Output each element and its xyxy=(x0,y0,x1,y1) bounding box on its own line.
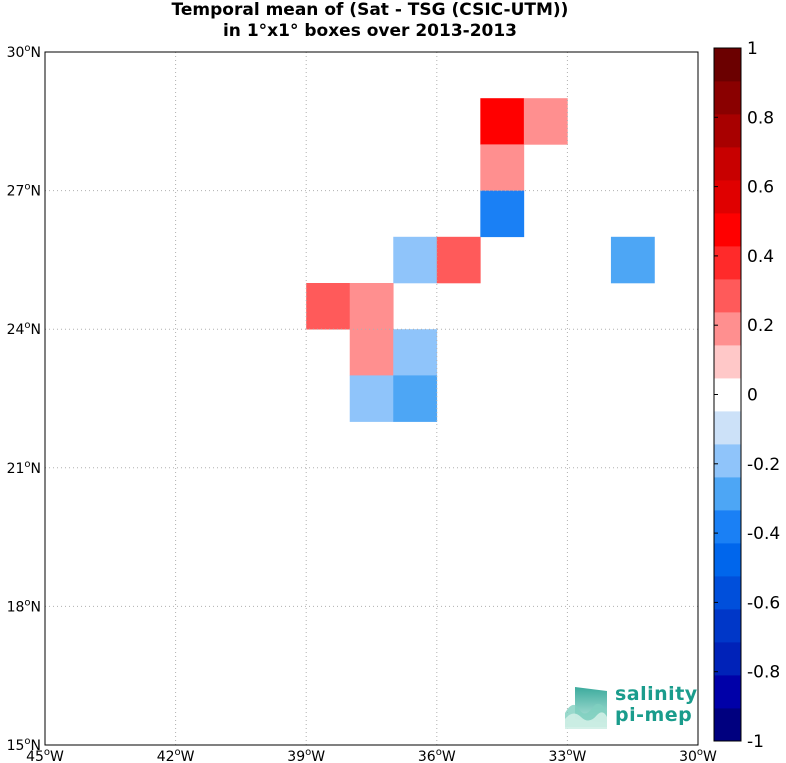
lat-tick-label: 18oN xyxy=(7,597,41,615)
lat-tick-label: 15oN xyxy=(7,736,41,754)
colorbar-tick-label: -0.4 xyxy=(747,524,780,544)
heatmap-cell xyxy=(523,98,568,145)
colorbar-segment xyxy=(714,576,741,610)
colorbar-tick-label: -0.8 xyxy=(747,663,780,683)
logo-text-pi-mep: pi-mep xyxy=(615,704,693,726)
logo-text-salinity: salinity xyxy=(615,683,698,705)
colorbar-segment xyxy=(714,675,741,709)
colorbar-segment xyxy=(714,114,741,148)
heatmap-cell xyxy=(349,375,394,422)
lon-tick-label: 39oW xyxy=(287,747,325,763)
colorbar-segment xyxy=(714,81,741,115)
lon-tick-label: 42oW xyxy=(157,747,195,763)
lon-tick-label: 45oW xyxy=(26,747,64,763)
colorbar-tick-label: 0.2 xyxy=(747,316,774,336)
colorbar-segment xyxy=(714,180,741,214)
colorbar-segment xyxy=(714,312,741,346)
colorbar-tick-label: 1 xyxy=(747,39,758,59)
lon-tick-label: 33oW xyxy=(549,747,587,763)
colorbar-segment xyxy=(714,411,741,445)
wave-logo-icon xyxy=(565,687,607,729)
colorbar-tick-label: -0.2 xyxy=(747,455,780,475)
lat-tick-label: 21oN xyxy=(7,459,41,477)
colorbar-segment xyxy=(714,477,741,511)
colorbar-segment xyxy=(714,642,741,676)
heatmap-cell xyxy=(349,283,394,330)
title-line-2: in 1°x1° boxes over 2013-2013 xyxy=(222,21,518,41)
heatmap-cell xyxy=(480,144,525,191)
colorbar-segment xyxy=(714,246,741,280)
heatmap-cell xyxy=(393,236,438,284)
colorbar-segment xyxy=(714,48,741,82)
heatmap-cell xyxy=(436,236,481,284)
heatmap-cell xyxy=(610,236,655,284)
colorbar-segment xyxy=(714,147,741,181)
colorbar-tick-label: 0.8 xyxy=(747,108,774,128)
colorbar-segment xyxy=(714,708,741,742)
lat-tick-label: 24oN xyxy=(7,320,41,338)
heatmap-cell xyxy=(480,98,525,145)
lon-tick-label: 30oW xyxy=(679,747,717,763)
colorbar-segment xyxy=(714,279,741,313)
colorbar-tick-label: 0.6 xyxy=(747,178,774,198)
heatmap-cell xyxy=(480,190,525,238)
heatmap-cell xyxy=(306,283,351,330)
colorbar-tick-label: -0.6 xyxy=(747,593,780,613)
plot-frame xyxy=(44,51,699,746)
heatmap-cell xyxy=(349,329,394,376)
chart-title: Temporal mean of (Sat - TSG (CSIC-UTM)) … xyxy=(0,0,740,42)
colorbar-segment xyxy=(714,609,741,643)
colorbar-segment xyxy=(714,543,741,577)
heatmap-cell xyxy=(393,329,438,376)
title-line-1: Temporal mean of (Sat - TSG (CSIC-UTM)) xyxy=(171,0,569,20)
colorbar-segment xyxy=(714,213,741,247)
lat-tick-label: 27oN xyxy=(7,182,41,200)
colorbar-segment xyxy=(714,510,741,544)
lat-tick-label: 30oN xyxy=(7,43,41,61)
colorbar-tick-label: 0 xyxy=(747,386,758,406)
colorbar-segment xyxy=(714,378,741,412)
colorbar-segment xyxy=(714,444,741,478)
salinity-pi-mep-logo: salinity pi-mep xyxy=(563,683,703,733)
colorbar-segment xyxy=(714,345,741,379)
colorbar-tick-label: -1 xyxy=(747,732,764,752)
lon-tick-label: 36oW xyxy=(418,747,456,763)
colorbar-tick-label: 0.4 xyxy=(747,247,774,267)
heatmap-cell xyxy=(393,375,438,422)
